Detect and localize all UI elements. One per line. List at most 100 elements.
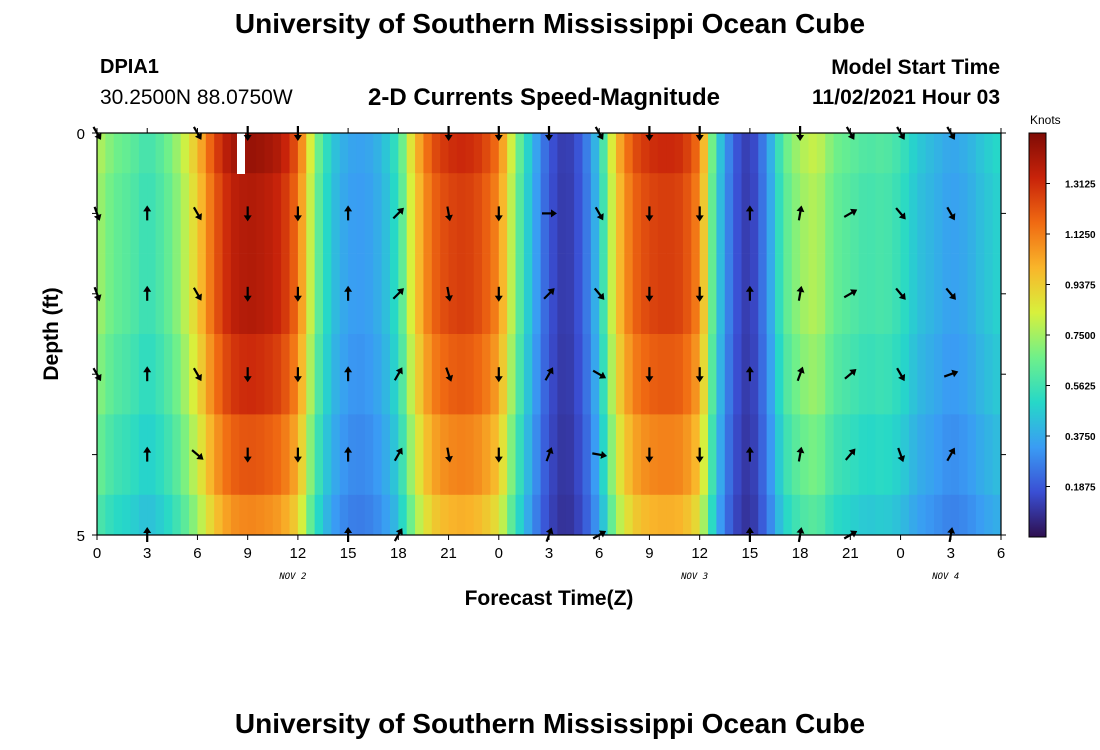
heatmap-cell	[783, 414, 793, 496]
heatmap-cell	[883, 334, 893, 415]
heatmap-cell	[256, 414, 265, 496]
heatmap-cell	[967, 334, 977, 415]
current-arrow	[243, 206, 252, 222]
heatmap-cell	[406, 494, 416, 536]
heatmap-cell	[934, 414, 943, 496]
heatmap-cell	[490, 334, 500, 415]
heatmap-cell	[850, 494, 860, 536]
heatmap-cell	[749, 334, 759, 415]
heatmap-cell	[975, 414, 985, 496]
heatmap-cell	[138, 334, 148, 415]
heatmap-cell	[323, 414, 332, 496]
heatmap-cell	[356, 414, 366, 496]
x-tick-label: 6	[193, 545, 201, 562]
heatmap-cell	[448, 414, 458, 496]
heatmap-cell	[532, 494, 542, 536]
heatmap-cell	[557, 173, 567, 254]
heatmap-cell	[507, 414, 517, 496]
heatmap-cell	[180, 494, 190, 536]
heatmap-cell	[515, 133, 525, 174]
heatmap-cell	[649, 414, 659, 496]
x-tick-label: 15	[742, 545, 759, 562]
heatmap-cell	[925, 173, 935, 254]
heatmap-cell	[490, 173, 500, 254]
x-tick-label: 6	[997, 545, 1005, 562]
heatmap-cell	[758, 173, 768, 254]
heatmap-cell	[942, 494, 952, 536]
heatmap-cell	[314, 414, 324, 496]
heatmap-cell	[816, 414, 826, 496]
heatmap-cell	[967, 494, 977, 536]
heatmap-cell	[549, 133, 558, 174]
heatmap-cell	[306, 253, 316, 335]
heatmap-cell	[992, 253, 1002, 335]
heatmap-cell	[314, 334, 324, 415]
heatmap-cell	[867, 253, 876, 335]
heatmap-cell	[122, 173, 131, 254]
heatmap-cell	[431, 253, 441, 335]
heatmap-cell	[875, 133, 885, 174]
heatmap-cell	[523, 173, 533, 254]
heatmap-cell	[992, 414, 1002, 496]
heatmap-cell	[113, 414, 123, 496]
heatmap-cell	[632, 334, 642, 415]
heatmap-cell	[230, 334, 240, 415]
heatmap-cell	[222, 253, 232, 335]
heatmap-cell	[783, 133, 793, 174]
heatmap-cell	[716, 173, 726, 254]
heatmap-cell	[297, 253, 307, 335]
colorbar-tick-label: 0.1875	[1065, 483, 1096, 494]
heatmap-cell	[574, 173, 583, 254]
current-arrow	[545, 527, 554, 542]
heatmap-cell	[699, 414, 709, 496]
current-arrow	[192, 367, 202, 382]
heatmap-cell	[900, 414, 910, 496]
heatmap-cell	[992, 133, 1002, 174]
heatmap-cell	[590, 133, 600, 174]
heatmap-cell	[289, 173, 299, 254]
heatmap-cell	[632, 414, 642, 496]
heatmap-cell	[214, 494, 224, 536]
heatmap-cell	[641, 173, 650, 254]
heatmap-cell	[189, 494, 198, 536]
heatmap-cell	[867, 334, 876, 415]
heatmap-cell	[197, 334, 207, 415]
heatmap-cell	[540, 253, 550, 335]
heatmap-cell	[214, 133, 224, 174]
heatmap-cell	[833, 414, 843, 496]
heatmap-cell	[163, 173, 173, 254]
heatmap-cell	[565, 494, 575, 536]
heatmap-cell	[557, 133, 567, 174]
colorbar-tick-label: 0.9375	[1065, 281, 1096, 292]
heatmap-cell	[615, 133, 625, 174]
current-arrow	[92, 367, 102, 382]
heatmap-cell	[825, 494, 835, 536]
heatmap-cell	[758, 334, 768, 415]
heatmap-cell	[892, 173, 902, 254]
heatmap-cell	[297, 414, 307, 496]
heatmap-cell	[197, 253, 207, 335]
heatmap-cell	[883, 494, 893, 536]
current-arrow	[945, 287, 956, 300]
heatmap-cell	[967, 173, 977, 254]
heatmap-cell	[314, 494, 324, 536]
heatmap-cell	[264, 494, 274, 536]
heatmap-cell	[507, 173, 517, 254]
missing-data-gap	[237, 133, 245, 174]
heatmap-cell	[515, 334, 525, 415]
heatmap-cell	[130, 133, 140, 174]
current-arrow	[392, 288, 404, 300]
heatmap-cell	[783, 253, 793, 335]
heatmap-cell	[515, 173, 525, 254]
current-arrow	[544, 367, 554, 381]
current-arrow	[494, 447, 503, 463]
heatmap-cell	[113, 173, 123, 254]
heatmap-cell	[431, 173, 441, 254]
heatmap-cell	[498, 173, 508, 254]
heatmap-cell	[105, 253, 115, 335]
heatmap-cell	[699, 494, 709, 536]
heatmap-cell	[147, 133, 157, 174]
heatmap-cell	[373, 494, 383, 536]
current-arrow	[545, 447, 554, 462]
heatmap-cell	[992, 173, 1002, 254]
